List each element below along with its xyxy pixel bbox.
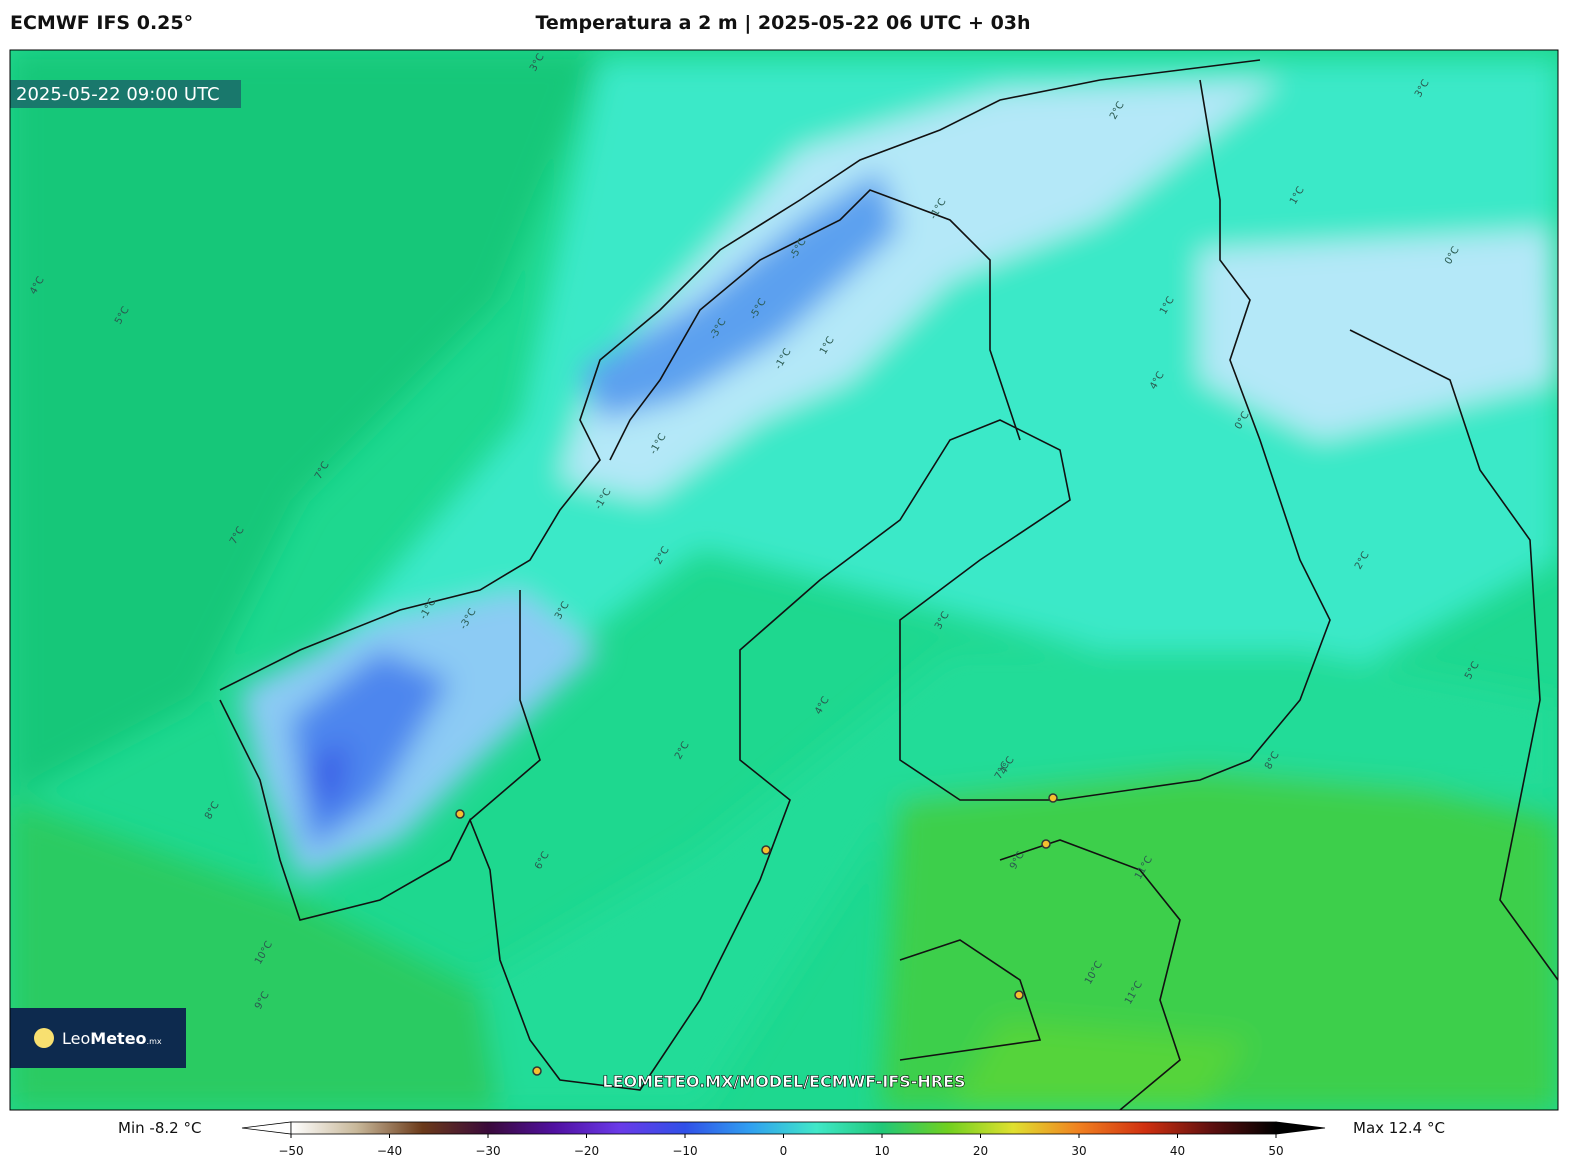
colorbar-tick-label: 30 (1071, 1144, 1086, 1158)
logo: LeoMeteo.mx (62, 1029, 162, 1048)
colorbar-tick-label: 10 (874, 1144, 889, 1158)
colorbar-max-extend (1275, 1121, 1326, 1135)
valid-time: 2025-05-22 09:00 UTC (16, 84, 220, 105)
map-field: 3°C3°C4°C5°C7°C7°C8°C10°C9°C-1°C -3°C-5°C… (10, 50, 1558, 1110)
max-text: Max (1353, 1119, 1384, 1137)
max-label: Max 12.4 °C (1353, 1119, 1445, 1137)
model-name: ECMWF IFS 0.25° (10, 12, 194, 34)
chart-title: Temperatura a 2 m | 2025-05-22 06 UTC + … (535, 12, 1031, 34)
min-text: Min (118, 1119, 145, 1137)
coastlines (219, 59, 1558, 1110)
colorbar-tick-label: 50 (1268, 1144, 1283, 1158)
colorbar-tick-label: 20 (973, 1144, 988, 1158)
colorbar-bar (290, 1121, 1277, 1135)
logo-suffix: .mx (147, 1037, 162, 1046)
watermark: LEOMETEO.MX/MODEL/ECMWF-IFS-HRES (602, 1072, 965, 1091)
logo-sun (34, 1028, 54, 1048)
min-unit: °C (183, 1119, 201, 1137)
colorbar: −50 −40 −30 −20 −10 0 10 20 30 40 50 (241, 1121, 1326, 1158)
logo-name-bold: Meteo (90, 1029, 146, 1048)
colorbar-tick-label: −30 (475, 1144, 500, 1158)
map-frame (9, 49, 1559, 1111)
colorbar-tick-label: −10 (672, 1144, 697, 1158)
colorbar-min-extend (241, 1121, 292, 1135)
min-label: Min -8.2 °C (118, 1119, 201, 1137)
colorbar-tick-label: 0 (780, 1144, 788, 1158)
max-unit: °C (1427, 1119, 1445, 1137)
max-value: 12.4 (1389, 1119, 1422, 1137)
logo-name: Leo (62, 1029, 90, 1048)
colorbar-tick-label: −50 (278, 1144, 303, 1158)
min-value: -8.2 (149, 1119, 178, 1137)
colorbar-tick-label: 40 (1170, 1144, 1185, 1158)
city-markers (455, 793, 1058, 1076)
colorbar-tick-label: −40 (377, 1144, 402, 1158)
colorbar-tick-label: −20 (574, 1144, 599, 1158)
